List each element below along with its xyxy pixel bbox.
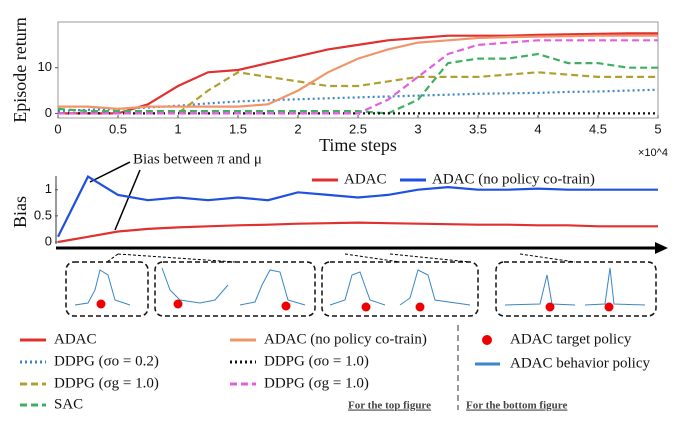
y-tick-label: 10 <box>38 59 52 74</box>
legend-label: ADAC (no policy co-train) <box>264 331 427 347</box>
arrow-head <box>655 242 668 254</box>
legend-label: DDPG (σg = 1.0) <box>264 375 369 391</box>
series-line <box>58 32 658 115</box>
annotation-arrow <box>89 161 131 183</box>
x-tick-label: 0.5 <box>109 121 127 136</box>
series-line <box>57 88 659 113</box>
legend-label: DDPG (σg = 1.0) <box>54 375 159 391</box>
x-tick-label: 3.5 <box>469 121 487 136</box>
x-tick-label: 3 <box>414 121 421 136</box>
caption: For the bottom figure <box>466 400 567 412</box>
x-multiplier: ×10^4 <box>638 147 668 159</box>
legend-label: ADAC (no policy co-train) <box>432 171 595 187</box>
caption: For the top figure <box>348 400 431 412</box>
x-tick-label: 4.5 <box>589 121 607 136</box>
x-tick-label: 0 <box>54 121 61 136</box>
series-line <box>58 34 658 111</box>
legend-label: DDPG (σo = 1.0) <box>264 353 369 369</box>
legend-label: ADAC target policy <box>510 331 632 347</box>
legend-label: ADAC behavior policy <box>510 355 650 371</box>
series-line <box>57 175 658 238</box>
series-line <box>57 221 658 244</box>
y-tick-label: 0 <box>45 105 52 120</box>
legend-label: ADAC <box>344 171 387 187</box>
y-tick-label: 1 <box>45 181 52 196</box>
annotation: Bias between π and μ <box>133 151 262 167</box>
x-tick-label: 2 <box>294 121 301 136</box>
insets <box>65 253 657 317</box>
x-tick-label: 5 <box>654 121 661 136</box>
y-tick-label: 0.5 <box>34 207 52 222</box>
annotation-arrow <box>114 169 141 231</box>
y-axis-label: Episode return <box>10 17 30 122</box>
series-line <box>58 39 658 115</box>
y-axis-label: Bias <box>10 196 30 228</box>
legend-dot <box>482 335 492 345</box>
legend-label: ADAC <box>54 331 97 347</box>
x-tick-label: 4 <box>534 121 541 136</box>
x-axis-label: Time steps <box>319 135 397 155</box>
x-tick-label: 2.5 <box>349 121 367 136</box>
x-tick-label: 1.5 <box>229 121 247 136</box>
y-tick-label: 0 <box>45 233 52 248</box>
series-line <box>57 52 658 115</box>
legend-label: SAC <box>54 396 83 412</box>
x-tick-label: 1 <box>174 121 181 136</box>
legend-label: DDPG (σo = 0.2) <box>54 353 159 369</box>
